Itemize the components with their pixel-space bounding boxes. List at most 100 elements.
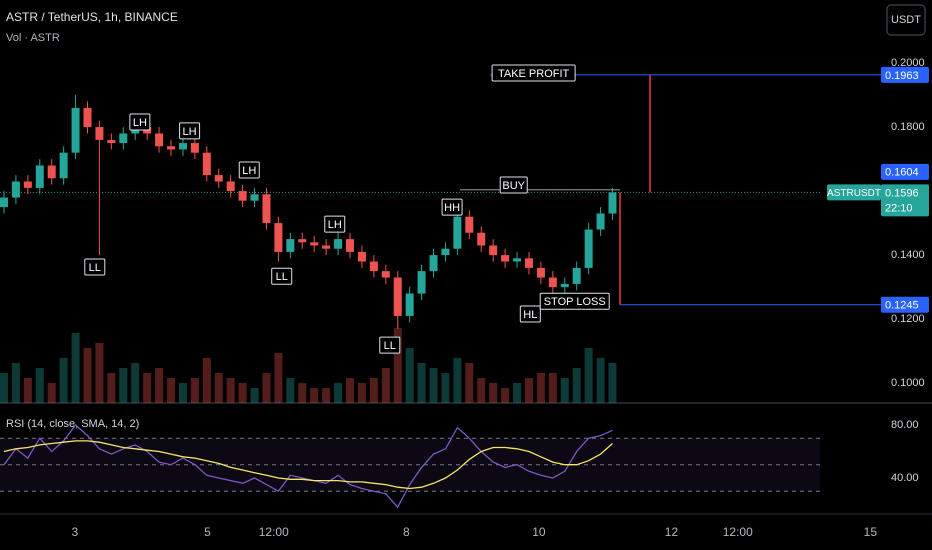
- candle-body: [357, 251, 366, 262]
- annotation-label: LH: [183, 126, 197, 138]
- volume-bar: [524, 378, 533, 403]
- volume-bar: [369, 378, 378, 403]
- candle-body: [155, 133, 164, 147]
- volume-bar: [465, 363, 474, 403]
- volume-bar: [11, 363, 20, 403]
- volume-bar: [143, 373, 152, 403]
- candle-body: [596, 213, 605, 230]
- volume-bar: [548, 373, 557, 403]
- candle-body: [178, 143, 187, 150]
- volume-bar: [501, 388, 510, 403]
- volume-bar: [262, 373, 271, 403]
- annotation-label: LL: [89, 262, 101, 274]
- volume-bar: [71, 333, 80, 403]
- currency-button-label[interactable]: USDT: [891, 14, 921, 26]
- volume-bar: [286, 378, 295, 403]
- volume-bar: [453, 358, 462, 403]
- x-tick-label: 12:00: [723, 525, 753, 539]
- volume-bar: [596, 358, 605, 403]
- annotation-label: HL: [523, 309, 537, 321]
- candle-body: [11, 181, 20, 198]
- volume-bar: [536, 373, 545, 403]
- y-tick-label: 0.1000: [891, 377, 925, 389]
- volume-bar: [477, 378, 486, 403]
- volume-bar: [274, 353, 283, 403]
- volume-bar: [23, 378, 32, 403]
- candle-body: [35, 165, 44, 188]
- candle-body: [59, 152, 68, 179]
- candle-body: [524, 258, 533, 268]
- chart-title: ASTR / TetherUS, 1h, BINANCE: [6, 10, 178, 24]
- volume-bar: [513, 383, 522, 403]
- entry-price: 0.1604: [885, 167, 919, 179]
- volume-bar: [608, 363, 617, 403]
- rsi-tick-label: 80.00: [891, 419, 919, 431]
- volume-bar: [334, 383, 343, 403]
- candle-body: [453, 216, 462, 249]
- candle-body: [262, 194, 271, 224]
- candle-body: [417, 271, 426, 294]
- currency-button[interactable]: [886, 4, 926, 36]
- candle-body: [536, 267, 545, 278]
- annotation-label: TAKE PROFIT: [498, 68, 570, 80]
- candle-body: [584, 229, 593, 268]
- volume-bar: [584, 348, 593, 403]
- candle-body: [190, 143, 199, 153]
- current-price-box: [881, 184, 929, 217]
- volume-label: Vol · ASTR: [6, 32, 60, 44]
- annotation-box: [84, 258, 106, 276]
- volume-bar: [238, 383, 247, 403]
- entry-price-box: [881, 163, 929, 180]
- volume-bar: [393, 328, 402, 403]
- candle-body: [286, 239, 295, 252]
- volume-bar: [59, 358, 68, 403]
- annotation-box: [271, 267, 293, 285]
- y-tick-label: 0.1400: [891, 249, 925, 261]
- rsi-tick-label: 40.00: [891, 472, 919, 484]
- candle-body: [334, 239, 343, 249]
- annotation-box: [238, 161, 260, 179]
- x-tick-label: 12: [665, 525, 679, 539]
- volume-bar: [560, 378, 569, 403]
- candle-body: [477, 232, 486, 246]
- candle-body: [608, 192, 617, 214]
- stop-loss-price-box: [881, 296, 929, 313]
- x-tick-label: 8: [403, 525, 410, 539]
- take-profit-price: 0.1963: [885, 70, 919, 82]
- volume-bar: [345, 378, 354, 403]
- candle-body: [310, 242, 319, 246]
- annotation-box: [499, 176, 528, 194]
- volume-bar: [202, 358, 211, 403]
- volume-bar: [381, 368, 390, 403]
- volume-bar: [167, 378, 176, 403]
- candle-body: [47, 165, 56, 179]
- annotation-label: HH: [444, 202, 460, 214]
- volume-bar: [107, 373, 116, 403]
- annotation-label: LH: [328, 219, 342, 231]
- annotation-label: LH: [133, 117, 147, 129]
- volume-bar: [310, 388, 319, 403]
- volume-bar: [572, 368, 581, 403]
- candle-body: [369, 261, 378, 272]
- candle-body: [572, 267, 581, 284]
- annotation-label: LL: [276, 271, 288, 283]
- volume-bar: [35, 368, 44, 403]
- rsi-line: [3, 440, 613, 490]
- candle-body: [560, 283, 569, 288]
- volume-bar: [441, 373, 450, 403]
- volume-bar: [0, 373, 8, 403]
- volume-bar: [489, 383, 498, 403]
- candle-body: [274, 223, 283, 252]
- take-profit-price-box: [881, 66, 929, 83]
- x-tick-label: 10: [532, 525, 546, 539]
- candle-body: [465, 216, 474, 233]
- candle-body: [119, 133, 128, 144]
- candle-body: [71, 107, 80, 153]
- annotation-box: [539, 292, 610, 310]
- symbol-label: ASTRUSDT: [827, 188, 881, 199]
- annotation-label: LL: [384, 340, 396, 352]
- volume-bar: [155, 368, 164, 403]
- candle-body: [441, 248, 450, 256]
- annotation-label: STOP LOSS: [544, 296, 606, 308]
- annotation-label: BUY: [502, 180, 525, 192]
